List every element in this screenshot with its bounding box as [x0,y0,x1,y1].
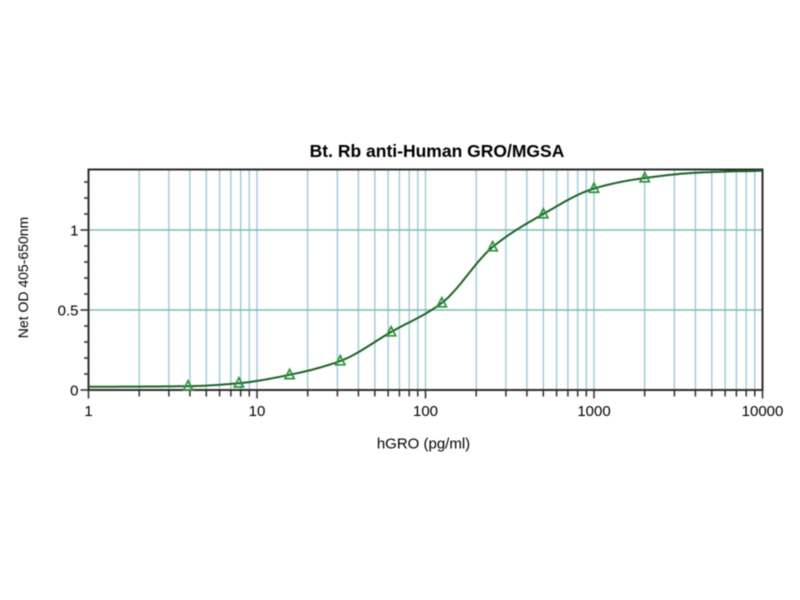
svg-text:0: 0 [70,382,78,399]
svg-text:Bt. Rb anti-Human GRO/MGSA: Bt. Rb anti-Human GRO/MGSA [310,141,565,161]
svg-text:1000: 1000 [577,403,610,420]
svg-text:0.5: 0.5 [58,302,79,319]
svg-text:10: 10 [249,403,266,420]
svg-text:1: 1 [70,222,78,239]
svg-text:100: 100 [413,403,438,420]
svg-text:hGRO (pg/ml): hGRO (pg/ml) [377,436,470,453]
svg-text:10000: 10000 [742,403,784,420]
svg-text:1: 1 [84,403,92,420]
svg-text:Net OD 405-650nm: Net OD 405-650nm [15,217,31,338]
